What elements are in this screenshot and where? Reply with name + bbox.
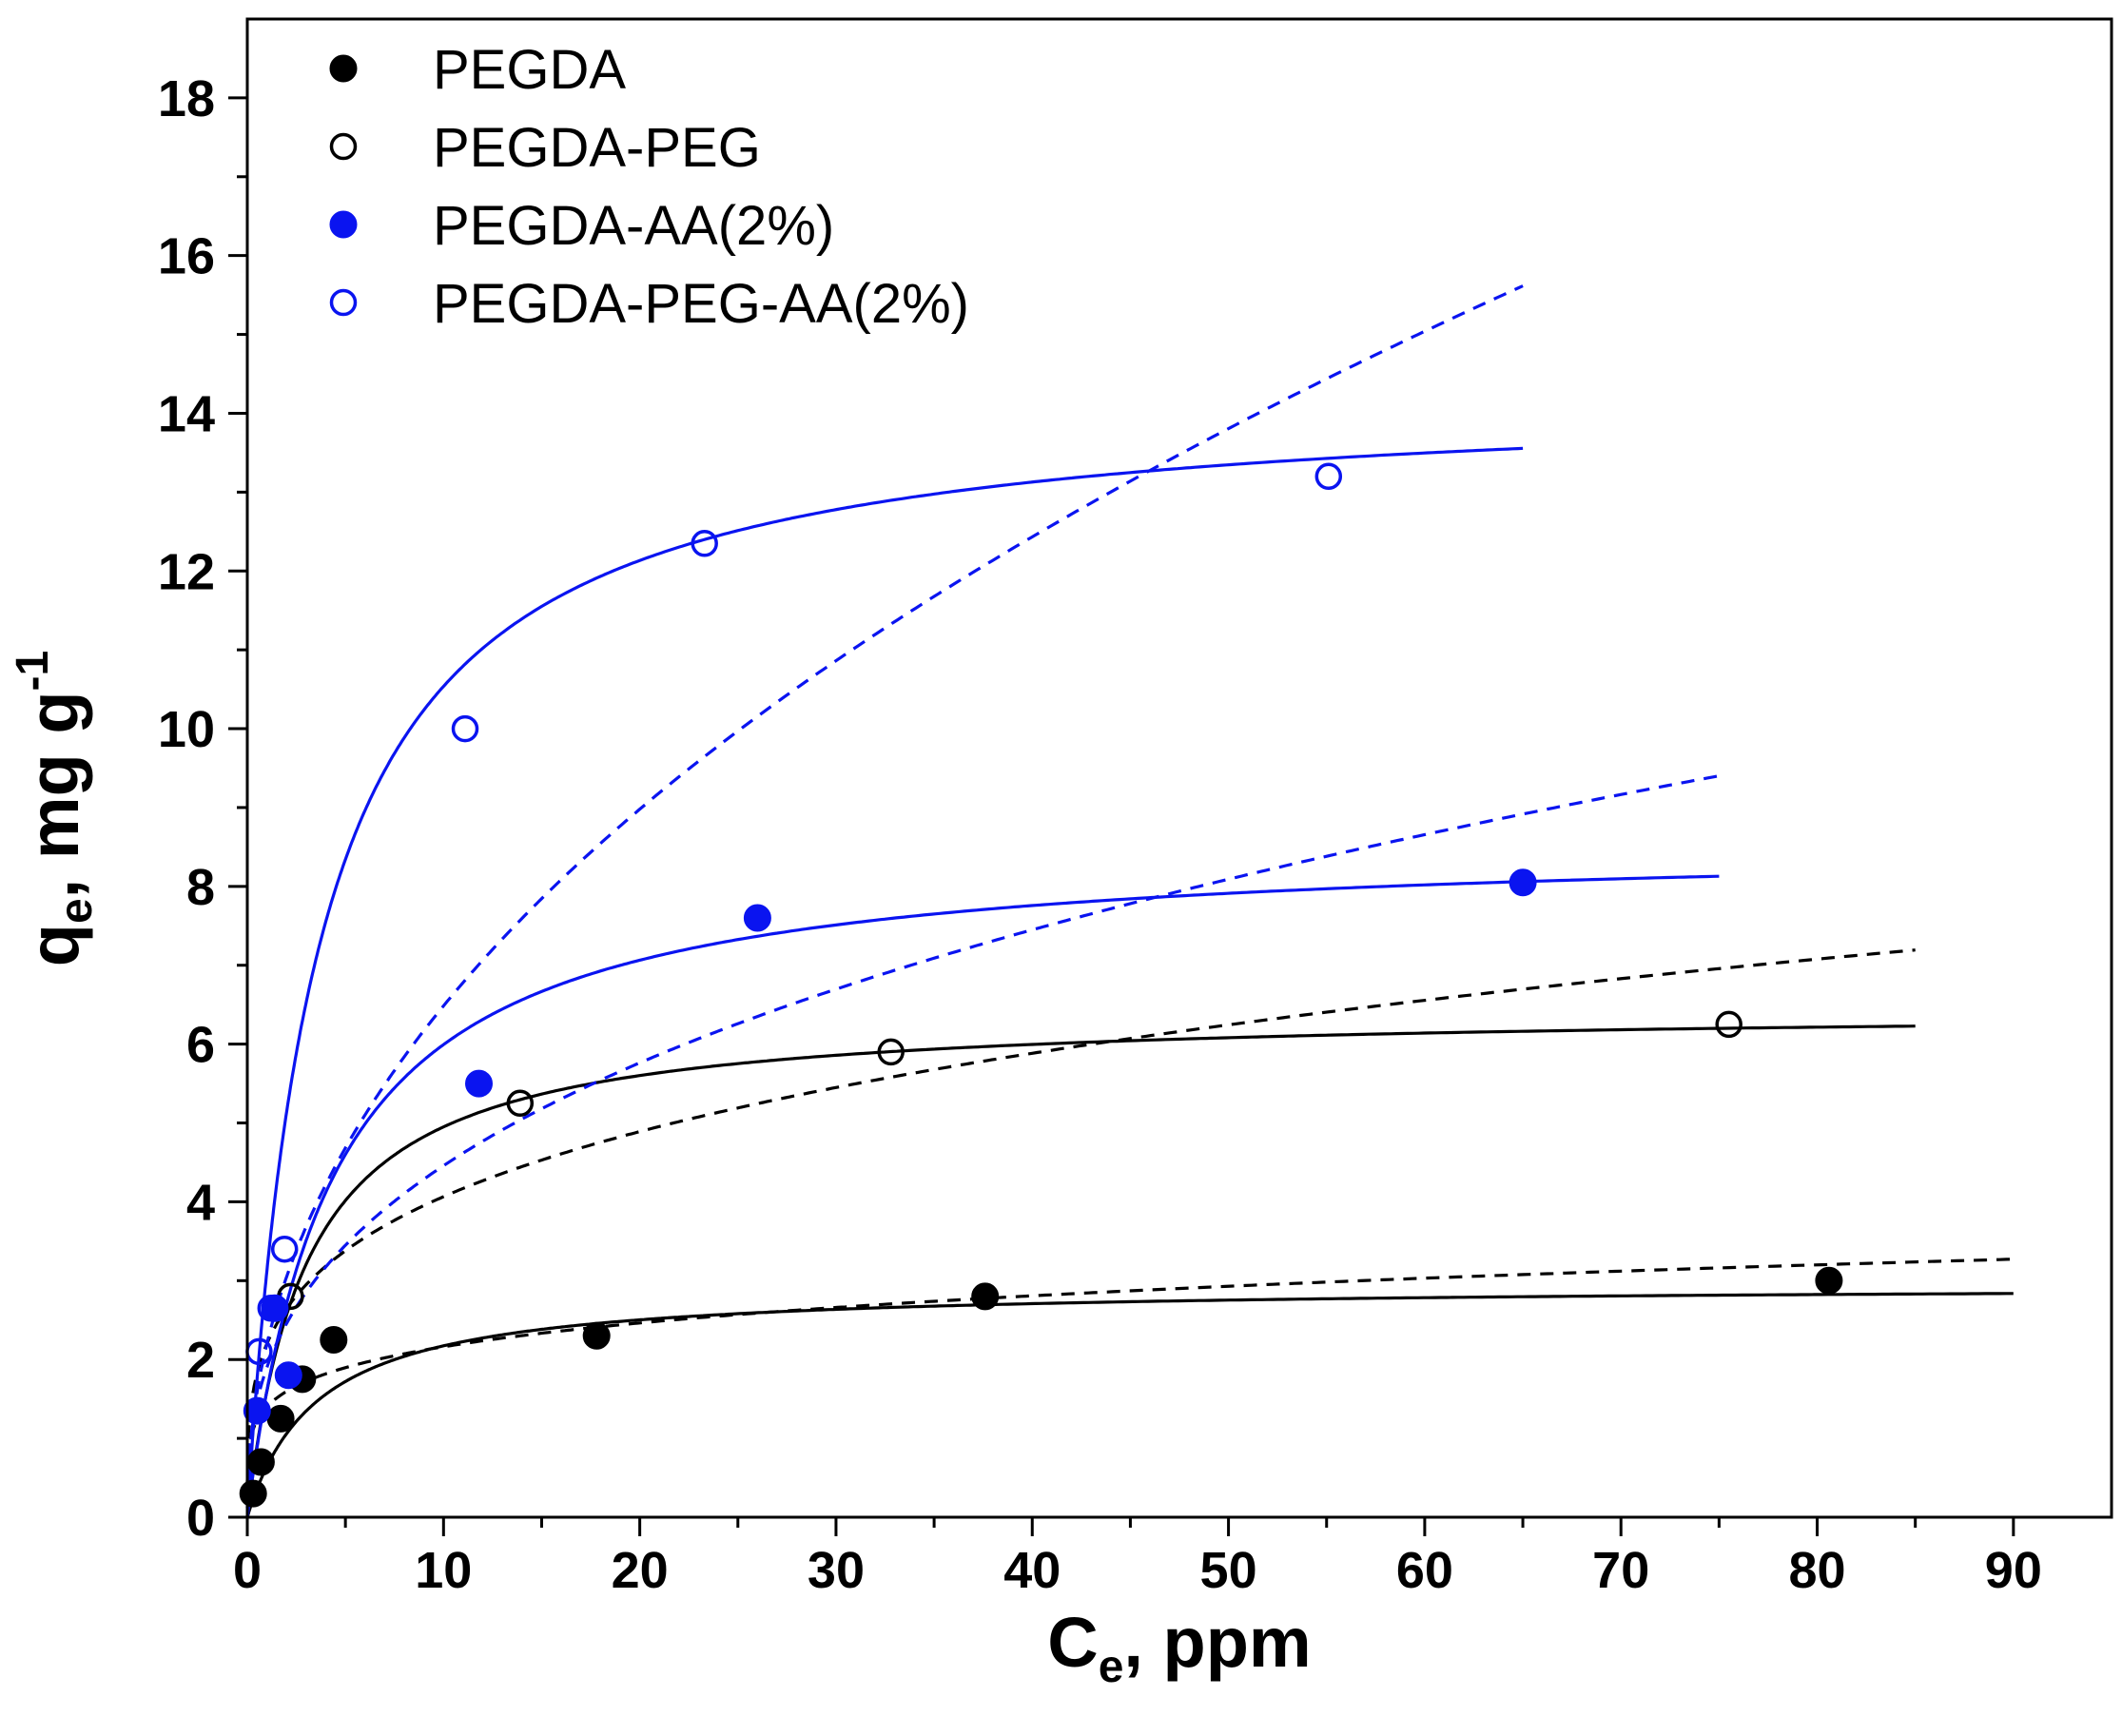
fit-curve-pegda-langmuir (245, 1292, 2014, 1519)
legend-marker-pegda (329, 54, 358, 83)
data-point-pegda-aa-2-2 (274, 1361, 302, 1390)
data-point-pegda-aa-2-1 (243, 1396, 271, 1425)
data-point-pegda-peg-aa-2-3 (270, 1235, 299, 1263)
x-tick-label-30: 30 (808, 1542, 865, 1599)
x-tick-label-10: 10 (415, 1542, 472, 1599)
data-point-pegda-3 (266, 1404, 295, 1433)
y-axis-title: qe, mg g-1 (8, 651, 102, 966)
y-tick-label-14: 14 (158, 385, 215, 442)
data-point-pegda-peg-3 (877, 1038, 905, 1066)
data-point-pegda-peg-aa-2-4 (451, 714, 479, 743)
fit-curve-pegda-peg-aa-2-langmuir (245, 446, 1524, 1517)
plot-area-border (245, 17, 2113, 1519)
x-axis-title-rest: , ppm (1123, 1603, 1311, 1682)
legend-marker-pegda-peg-aa-2 (329, 288, 358, 317)
legend-label-pegda: PEGDA (433, 39, 626, 101)
y-tick-label-10: 10 (158, 701, 215, 758)
axis-ticks: 0 10 20 30 40 50 60 70 80 90 0 2 4 6 8 10 12 14 16 18 (158, 70, 2042, 1599)
fit-curve-pegda-aa-2-freundlich (245, 774, 1720, 1503)
data-point-pegda-peg-4 (1715, 1010, 1742, 1039)
data-markers (239, 462, 1843, 1508)
fit-curve-pegda-aa-2-langmuir (245, 874, 1720, 1518)
legend-marker-pegda-aa-2 (329, 210, 358, 239)
legend: PEGDA PEGDA-PEG PEGDA-AA(2%) PEGDA-PEG-AA(2… (329, 39, 969, 335)
plot-frame (245, 17, 2113, 1519)
legend-label-pegda-peg: PEGDA-PEG (433, 117, 761, 179)
legend-label-pegda-peg-aa-2: PEGDA-PEG-AA(2%) (433, 273, 969, 335)
y-tick-label-4: 4 (186, 1174, 215, 1231)
fit-curve-pegda-peg-aa-2-freundlich (245, 284, 1524, 1509)
data-point-pegda-5 (320, 1326, 348, 1354)
legend-label-pegda-aa-2: PEGDA-AA(2%) (433, 195, 834, 257)
y-tick-label-8: 8 (186, 859, 215, 916)
y-axis-title-sup: -1 (8, 651, 58, 692)
data-point-pegda-peg-aa-2-2 (257, 1295, 285, 1322)
x-axis-title-main: C (1047, 1603, 1098, 1682)
x-tick-label-50: 50 (1200, 1542, 1257, 1599)
fit-curve-pegda-peg-freundlich (245, 948, 1916, 1485)
x-tick-label-80: 80 (1788, 1542, 1845, 1599)
y-axis-title-sub: e (51, 898, 102, 924)
fit-curve-pegda-peg-langmuir (245, 1024, 1916, 1518)
x-axis-title: Ce, ppm (1047, 1603, 1311, 1692)
data-point-pegda-peg-2 (506, 1089, 535, 1118)
x-tick-label-40: 40 (1003, 1542, 1061, 1599)
legend-marker-pegda-peg (329, 132, 358, 161)
x-tick-label-60: 60 (1396, 1542, 1453, 1599)
x-tick-label-20: 20 (612, 1542, 669, 1599)
data-point-pegda-aa-2-5 (743, 904, 771, 932)
data-point-pegda-peg-aa-2-1 (245, 1337, 273, 1366)
data-point-pegda-2 (246, 1448, 275, 1476)
y-axis-title-main: q (14, 924, 93, 966)
y-axis-title-rest: , mg g (14, 691, 93, 898)
data-point-pegda-peg-aa-2-5 (691, 530, 718, 557)
y-tick-label-6: 6 (186, 1017, 215, 1074)
data-point-pegda-6 (582, 1321, 611, 1350)
data-point-pegda-7 (971, 1282, 1000, 1311)
x-axis-title-sub: e (1099, 1642, 1124, 1692)
y-tick-label-0: 0 (186, 1490, 215, 1547)
y-tick-label-12: 12 (158, 543, 215, 600)
y-tick-label-16: 16 (158, 228, 215, 285)
x-tick-label-0: 0 (233, 1542, 262, 1599)
x-tick-label-90: 90 (1985, 1542, 2042, 1599)
data-point-pegda-aa-2-4 (465, 1069, 493, 1098)
data-point-pegda-peg-aa-2-6 (1314, 462, 1343, 491)
x-tick-label-70: 70 (1592, 1542, 1649, 1599)
data-point-pegda-1 (239, 1479, 267, 1508)
y-tick-label-18: 18 (158, 70, 215, 127)
data-point-pegda-aa-2-6 (1509, 868, 1537, 897)
data-point-pegda-8 (1815, 1266, 1843, 1295)
y-tick-label-2: 2 (186, 1332, 215, 1389)
